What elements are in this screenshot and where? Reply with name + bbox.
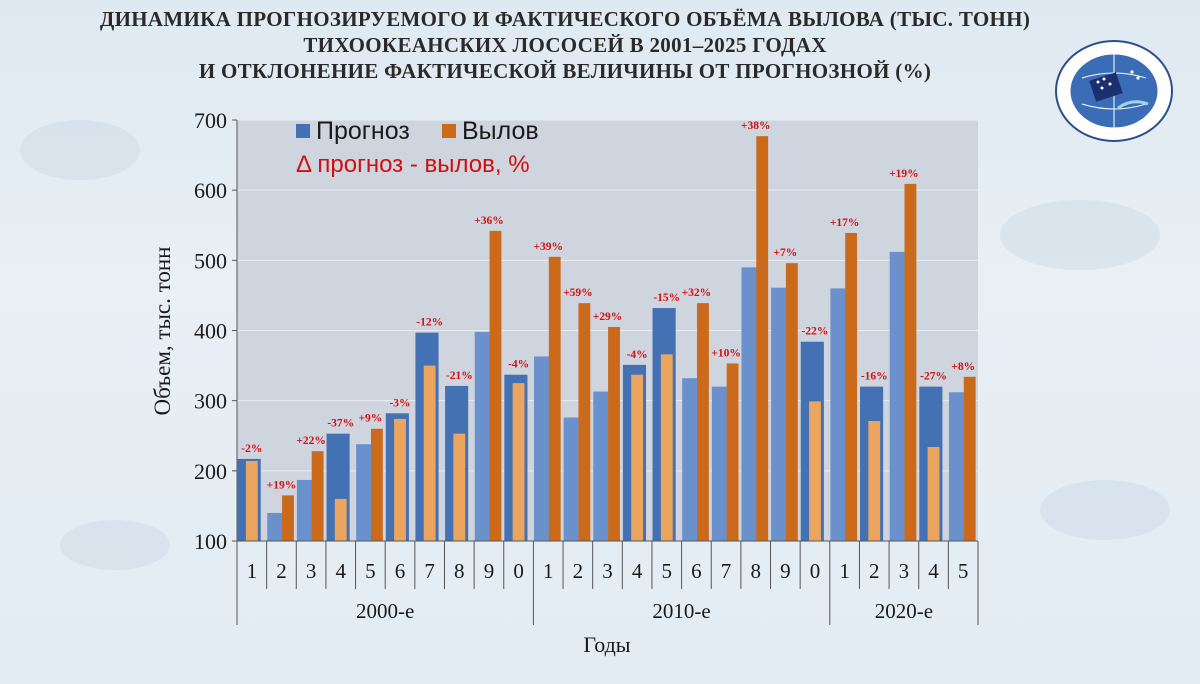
- catch-bar: [578, 303, 591, 541]
- x-tick-label: 4: [632, 559, 643, 583]
- legend-catch-label: Вылов: [462, 117, 539, 145]
- delta-label: +36%: [474, 215, 504, 227]
- catch-bar: [726, 363, 739, 541]
- delta-label: -4%: [627, 349, 648, 361]
- delta-label: +10%: [711, 347, 741, 359]
- y-tick-label: 500: [194, 248, 227, 273]
- catch-bar: [868, 421, 881, 541]
- x-tick-label: 3: [306, 559, 317, 583]
- delta-label: +29%: [593, 311, 623, 323]
- delta-label: +19%: [889, 168, 919, 180]
- delta-label: +8%: [951, 361, 975, 373]
- catch-bar: [423, 365, 436, 541]
- legend-catch-swatch: [442, 124, 456, 138]
- catch-bar: [785, 263, 798, 541]
- x-tick-label: 3: [899, 559, 910, 583]
- delta-label: +38%: [741, 120, 771, 132]
- x-tick-label: 4: [928, 559, 939, 583]
- catch-bar: [334, 498, 347, 541]
- delta-label: +9%: [358, 413, 382, 425]
- catch-bar: [453, 433, 466, 541]
- catch-bar: [904, 183, 917, 541]
- delta-label: +19%: [267, 479, 297, 491]
- x-group-label: 2010-е: [652, 599, 710, 623]
- catch-bar: [245, 461, 258, 541]
- catch-bar: [608, 326, 620, 541]
- delta-label: -21%: [446, 370, 473, 382]
- catch-bar: [548, 256, 561, 541]
- catch-bar: [282, 495, 294, 541]
- catch-bar: [927, 446, 940, 541]
- x-tick-label: 5: [365, 559, 376, 583]
- catch-bar: [370, 428, 383, 541]
- catch-bar: [489, 230, 502, 541]
- x-tick-label: 9: [484, 559, 495, 583]
- delta-label: -12%: [416, 317, 443, 329]
- catch-bar: [809, 401, 821, 541]
- catch-bar: [756, 136, 769, 541]
- delta-label: +39%: [533, 241, 563, 253]
- y-axis-title: Объем, тыс. тонн: [150, 247, 175, 416]
- delta-label: +7%: [773, 247, 797, 259]
- y-tick-label: 100: [194, 529, 227, 554]
- delta-label: +22%: [296, 435, 326, 447]
- x-tick-label: 7: [721, 559, 732, 583]
- x-tick-label: 7: [424, 559, 435, 583]
- delta-label: -2%: [241, 443, 262, 455]
- x-tick-label: 8: [750, 559, 761, 583]
- x-tick-label: 6: [395, 559, 406, 583]
- catch-bar: [631, 374, 644, 541]
- slide-title: ДИНАМИКА ПРОГНОЗИРУЕМОГО И ФАКТИЧЕСКОГО …: [40, 6, 1090, 84]
- delta-label: -37%: [327, 418, 354, 430]
- x-tick-label: 1: [543, 559, 554, 583]
- legend-forecast-label: Прогноз: [316, 117, 410, 145]
- delta-label: +59%: [563, 287, 593, 299]
- catch-bar: [963, 376, 976, 541]
- delta-label: -3%: [389, 397, 410, 409]
- y-tick-label: 600: [194, 178, 227, 203]
- institute-logo: [1055, 40, 1173, 142]
- delta-label: +17%: [830, 217, 860, 229]
- catch-bar: [311, 451, 324, 541]
- x-axis-title: Годы: [583, 632, 630, 657]
- delta-label: +32%: [682, 287, 712, 299]
- catch-bar: [660, 354, 673, 541]
- y-tick-label: 400: [194, 319, 227, 344]
- x-tick-label: 5: [958, 559, 969, 583]
- x-tick-label: 0: [810, 559, 821, 583]
- x-tick-label: 3: [602, 559, 613, 583]
- delta-label: -27%: [920, 371, 947, 383]
- title-line-1: ДИНАМИКА ПРОГНОЗИРУЕМОГО И ФАКТИЧЕСКОГО …: [99, 7, 1031, 31]
- delta-label: -16%: [861, 371, 888, 383]
- delta-label: -15%: [653, 292, 680, 304]
- x-tick-label: 2: [573, 559, 584, 583]
- x-tick-label: 1: [839, 559, 850, 583]
- x-tick-label: 1: [247, 559, 258, 583]
- y-tick-label: 700: [194, 108, 227, 133]
- x-tick-label: 6: [691, 559, 702, 583]
- delta-label: -4%: [508, 359, 529, 371]
- x-group-label: 2000-е: [356, 599, 414, 623]
- x-group-label: 2020-е: [875, 599, 933, 623]
- catch-bar: [697, 303, 709, 541]
- x-tick-label: 2: [869, 559, 880, 583]
- x-tick-label: 9: [780, 559, 791, 583]
- catch-bar: [845, 232, 858, 542]
- title-line-3: И ОТКЛОНЕНИЕ ФАКТИЧЕСКОЙ ВЕЛИЧИНЫ ОТ ПРО…: [198, 59, 932, 83]
- delta-label: -22%: [802, 326, 829, 338]
- catch-bar: [512, 383, 525, 541]
- y-tick-label: 200: [194, 459, 227, 484]
- legend-forecast-swatch: [296, 124, 310, 138]
- x-tick-label: 5: [662, 559, 673, 583]
- catch-bar: [394, 418, 406, 541]
- x-tick-label: 4: [335, 559, 346, 583]
- x-tick-label: 0: [513, 559, 524, 583]
- legend-delta-label: Δ прогноз - вылов, %: [296, 151, 530, 178]
- x-tick-label: 8: [454, 559, 465, 583]
- title-line-2: ТИХООКЕАНСКИХ ЛОСОСЕЙ В 2001–2025 ГОДАХ: [303, 33, 827, 57]
- y-tick-label: 300: [194, 389, 227, 414]
- x-tick-label: 2: [276, 559, 287, 583]
